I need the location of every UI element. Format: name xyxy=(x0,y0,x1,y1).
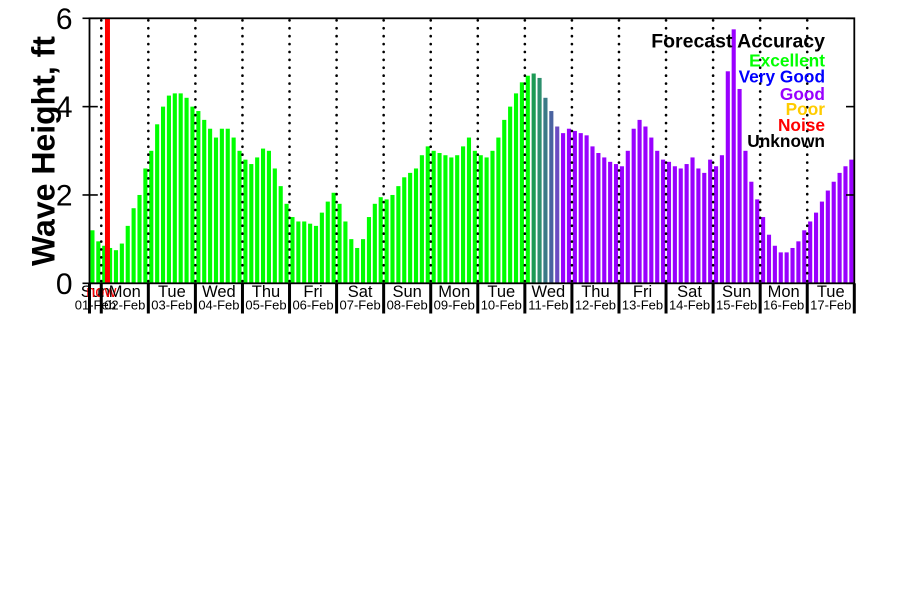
svg-text:14-Feb: 14-Feb xyxy=(669,298,710,313)
svg-text:06-Feb: 06-Feb xyxy=(292,298,333,313)
svg-text:10-Feb: 10-Feb xyxy=(481,298,522,313)
svg-text:6: 6 xyxy=(56,3,73,36)
svg-text:12-Feb: 12-Feb xyxy=(575,298,616,313)
svg-text:09-Feb: 09-Feb xyxy=(434,298,475,313)
svg-text:02-Feb: 02-Feb xyxy=(104,298,145,313)
svg-text:0: 0 xyxy=(56,268,73,301)
svg-text:05-Feb: 05-Feb xyxy=(245,298,286,313)
svg-text:07-Feb: 07-Feb xyxy=(340,298,381,313)
svg-text:03-Feb: 03-Feb xyxy=(151,298,192,313)
svg-text:11-Feb: 11-Feb xyxy=(528,298,568,313)
svg-text:15-Feb: 15-Feb xyxy=(716,298,757,313)
svg-text:16-Feb: 16-Feb xyxy=(763,298,804,313)
svg-text:04-Feb: 04-Feb xyxy=(198,298,239,313)
svg-text:Unknown: Unknown xyxy=(747,131,825,151)
svg-text:13-Feb: 13-Feb xyxy=(622,298,663,313)
svg-text:Wave Height, ft: Wave Height, ft xyxy=(25,36,61,266)
svg-text:08-Feb: 08-Feb xyxy=(387,298,428,313)
svg-text:17-Feb: 17-Feb xyxy=(810,298,851,313)
svg-text:Forecast Accuracy: Forecast Accuracy xyxy=(651,30,825,52)
